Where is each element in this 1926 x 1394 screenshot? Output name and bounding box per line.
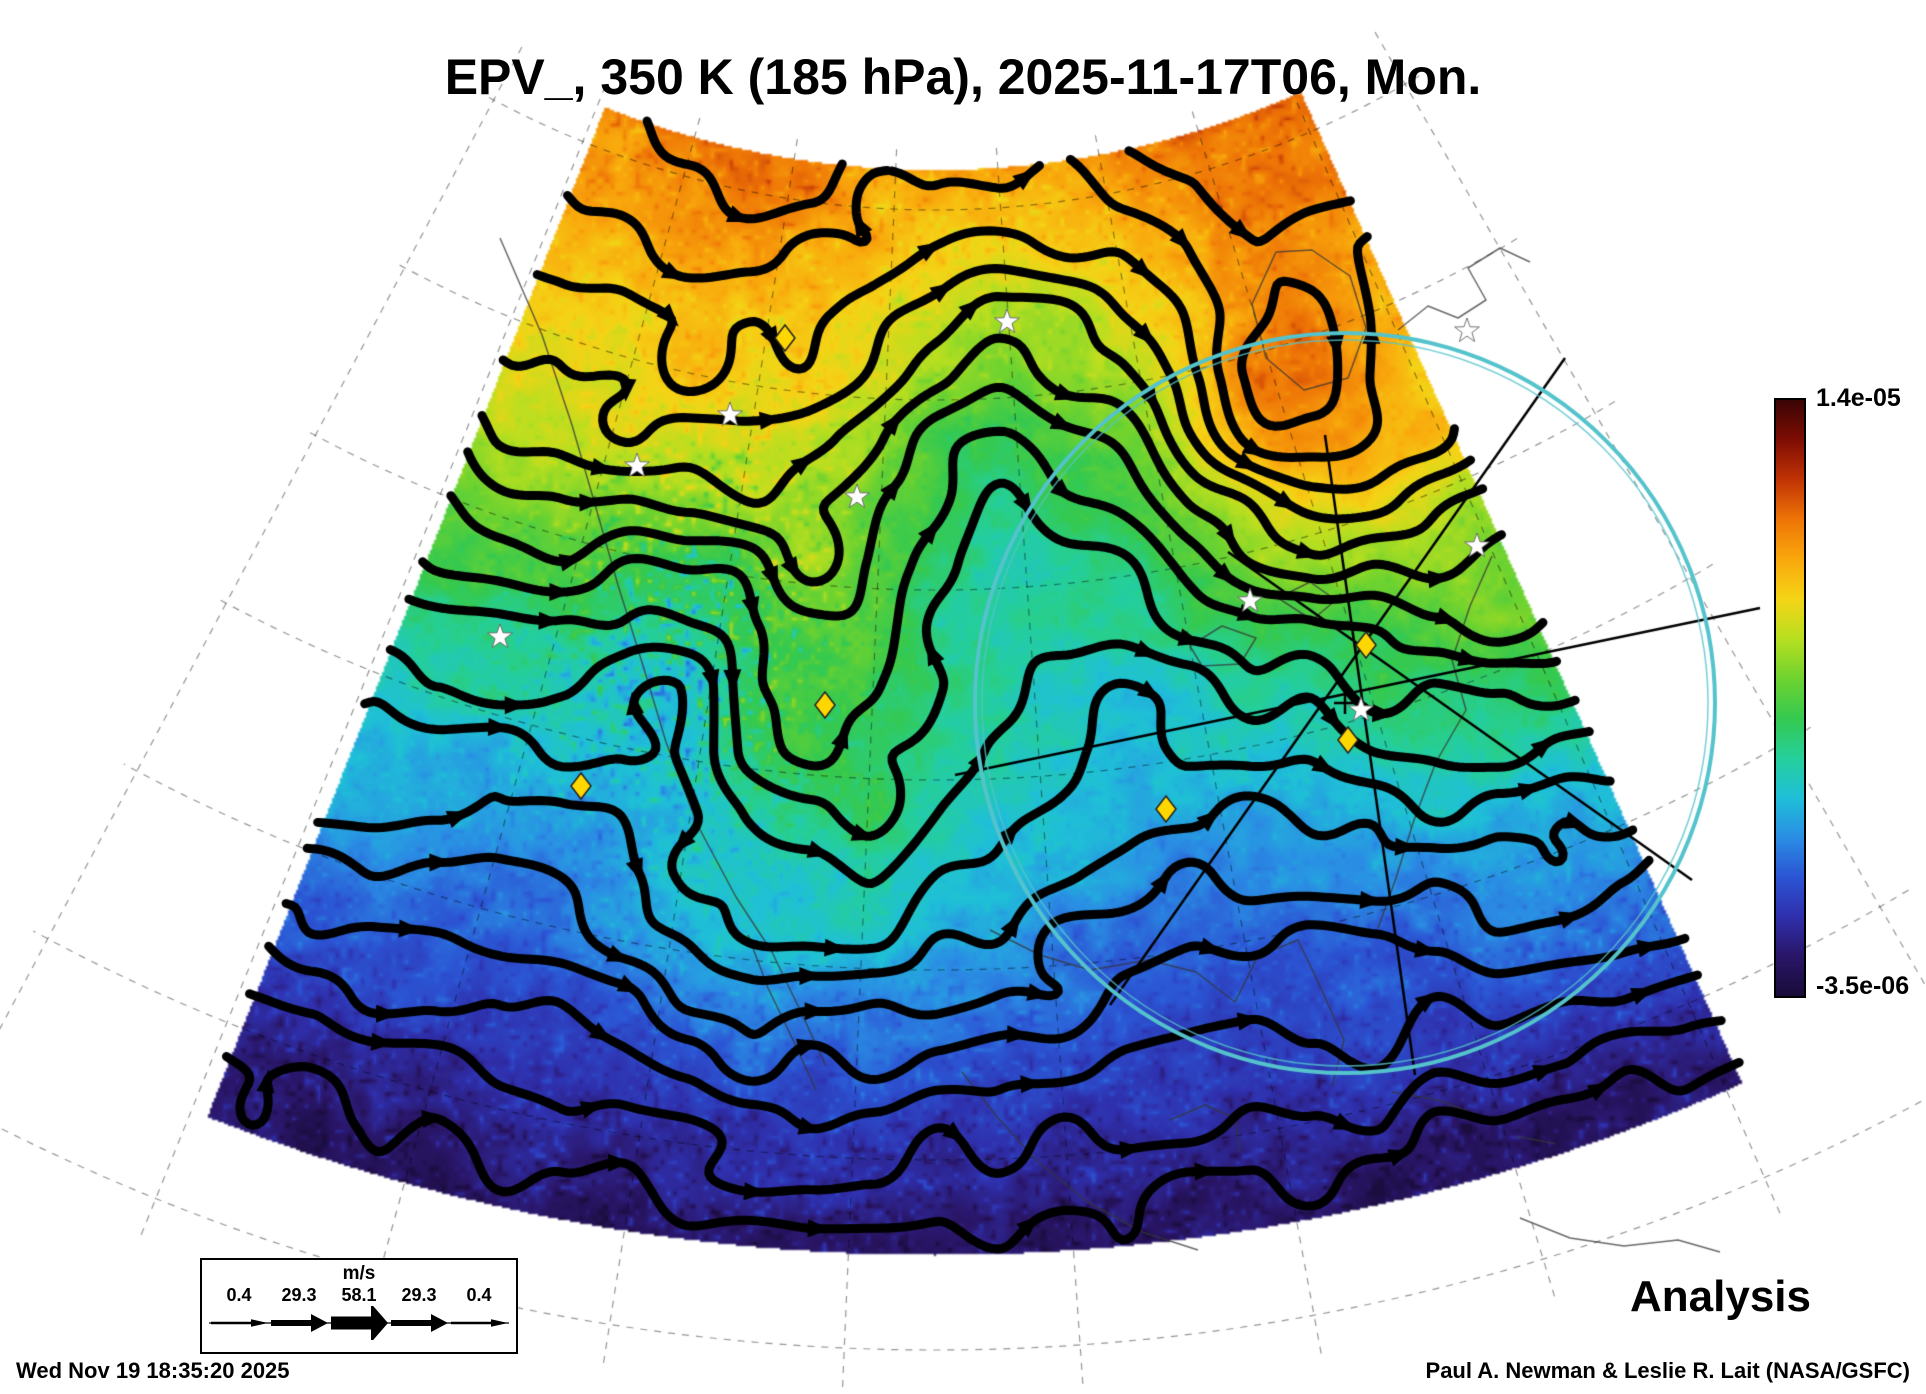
timestamp: Wed Nov 19 18:35:20 2025 (16, 1358, 290, 1383)
wind-arrow-scale-icon (209, 1306, 509, 1340)
page-title: EPV_, 350 K (185 hPa), 2025-11-17T06, Mo… (444, 49, 1482, 105)
wind-speed-value: 29.3 (281, 1285, 317, 1305)
colorbar-gradient (1776, 400, 1804, 996)
wind-speed-value: 58.1 (341, 1285, 377, 1305)
wind-speed-value: 29.3 (401, 1285, 437, 1305)
credit: Paul A. Newman & Leslie R. Lait (NASA/GS… (1425, 1358, 1910, 1383)
wind-speed-value: 0.4 (466, 1285, 492, 1305)
colorbar (1774, 398, 1806, 998)
wind-speed-value: 0.4 (226, 1285, 252, 1305)
wind-legend-values: 0.4 29.3 58.1 29.3 0.4 (209, 1285, 509, 1306)
wind-legend-unit-label: m/s (342, 1263, 376, 1284)
wind-speed-legend: m/s 0.4 29.3 58.1 29.3 0.4 (200, 1258, 518, 1354)
colorbar-min-label: -3.5e-06 (1816, 972, 1910, 1000)
colorbar-max-label: 1.4e-05 (1816, 384, 1901, 412)
analysis-label: Analysis (1630, 1272, 1811, 1321)
